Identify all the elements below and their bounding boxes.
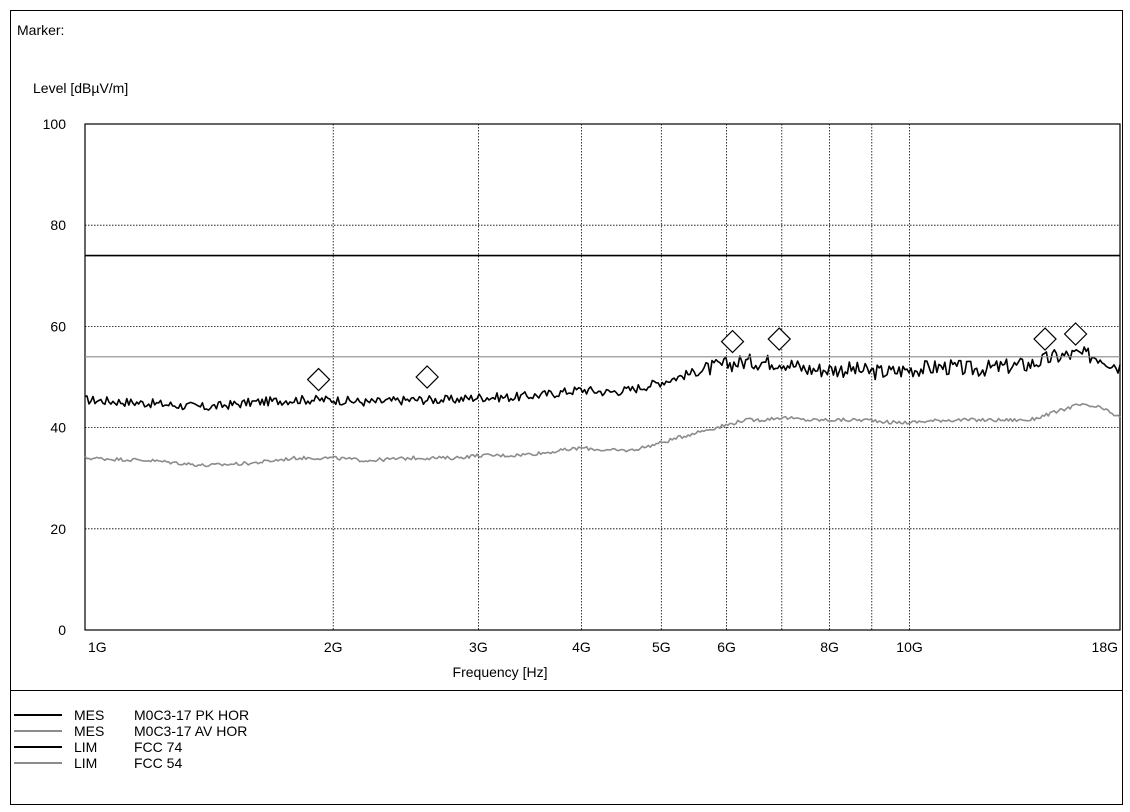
x-tick-label: 1G <box>88 639 107 655</box>
legend-entry: LIM FCC 54 <box>14 755 249 771</box>
x-tick-label: 4G <box>572 639 591 655</box>
x-tick-label: 8G <box>820 639 839 655</box>
marker-diamond <box>1063 322 1088 346</box>
y-tick-label: 0 <box>58 622 66 638</box>
legend-entry: MES M0C3-17 PK HOR <box>14 707 249 723</box>
x-tick-label: 3G <box>469 639 488 655</box>
y-tick-label: 20 <box>50 521 66 537</box>
series-line <box>84 402 1121 468</box>
legend-divider <box>10 690 1123 691</box>
marker-diamond <box>720 329 745 354</box>
marker-diamond <box>1033 327 1057 351</box>
legend-series-name: FCC 74 <box>134 739 183 755</box>
legend-swatch <box>14 762 62 764</box>
legend-series-name: M0C3-17 AV HOR <box>134 723 248 739</box>
legend-entry: MES M0C3-17 AV HOR <box>14 723 249 739</box>
marker-diamond <box>415 365 440 389</box>
y-axis-label: Level [dBµV/m] <box>33 80 129 96</box>
y-tick-label: 80 <box>50 217 66 233</box>
x-tick-label: 10G <box>896 639 922 655</box>
x-tick-label: 2G <box>324 639 343 655</box>
series-line <box>84 346 1121 411</box>
legend-kind: LIM <box>74 755 98 771</box>
marker-label: Marker: <box>17 22 65 38</box>
legend: MES M0C3-17 PK HOR MES M0C3-17 AV HOR LIM FCC… <box>14 707 249 771</box>
y-tick-label: 100 <box>43 116 67 132</box>
plot-area <box>84 123 1121 631</box>
legend-series-name: M0C3-17 PK HOR <box>134 707 250 723</box>
legend-series-name: FCC 54 <box>134 755 183 771</box>
chart-plot: 0 20 40 60 80 100 1G 2G 3G 4G 5G 6G 8G 10G 18G <box>43 116 1121 655</box>
legend-swatch <box>14 746 62 748</box>
legend-swatch <box>14 730 62 732</box>
legend-kind: LIM <box>74 739 98 755</box>
marker-diamond <box>306 367 331 392</box>
x-axis-label: Frequency [Hz] <box>452 664 548 680</box>
legend-swatch <box>14 714 62 716</box>
x-tick-label: 6G <box>717 639 736 655</box>
legend-kind: MES <box>74 707 105 723</box>
legend-kind: MES <box>74 723 105 739</box>
y-tick-label: 60 <box>50 318 66 334</box>
legend-entry: LIM FCC 74 <box>14 739 249 755</box>
marker-diamond <box>767 327 792 351</box>
x-tick-label: 18G <box>1092 639 1118 655</box>
y-tick-label: 40 <box>50 420 66 436</box>
x-tick-label: 5G <box>652 639 671 655</box>
